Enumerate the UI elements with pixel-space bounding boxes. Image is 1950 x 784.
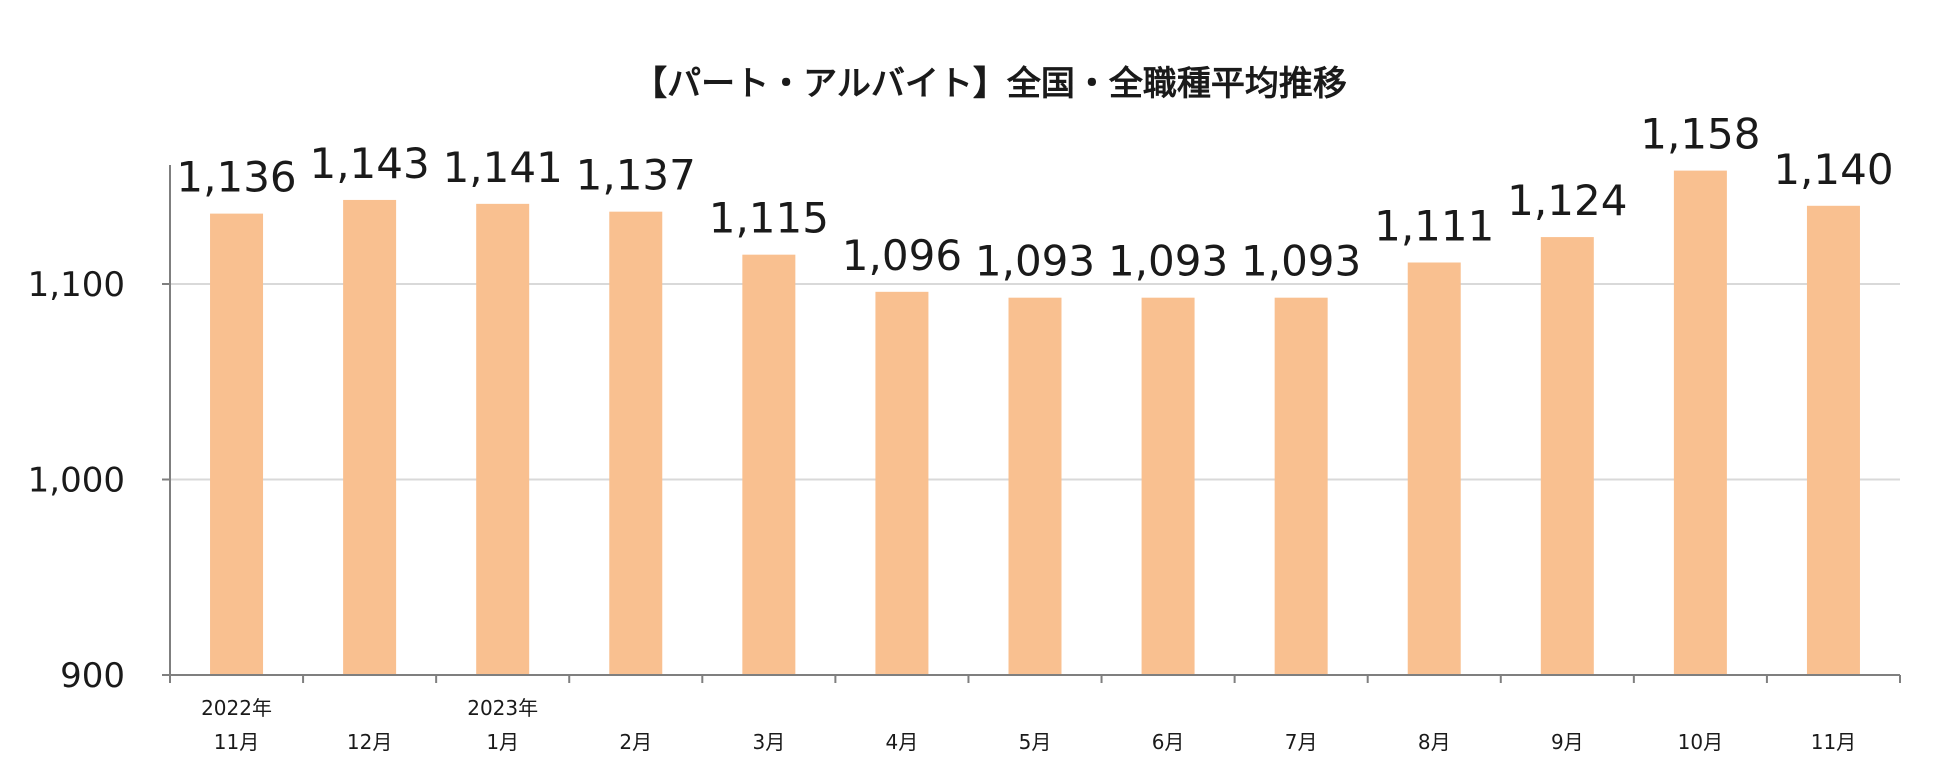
x-tick-label: 3月 xyxy=(752,730,785,754)
x-tick-label: 7月 xyxy=(1285,730,1318,754)
data-label: 1,093 xyxy=(1108,237,1228,286)
axes xyxy=(162,165,1901,683)
x-tick-label: 11月 xyxy=(214,730,259,754)
bar xyxy=(210,213,264,675)
bar xyxy=(1673,170,1727,676)
x-year-label: 2022年 xyxy=(201,696,272,720)
bar xyxy=(476,203,530,675)
bar xyxy=(1274,297,1328,675)
data-label: 1,143 xyxy=(309,139,429,188)
bar xyxy=(1806,205,1860,676)
data-label: 1,093 xyxy=(975,237,1095,286)
data-label: 1,093 xyxy=(1241,237,1361,286)
y-tick-labels: 900 1,000 1,100 xyxy=(28,265,125,696)
data-labels: 1,136 1,143 1,141 1,137 1,115 1,096 1,093 1,093… xyxy=(176,110,1893,286)
data-label: 1,136 xyxy=(176,153,296,202)
x-tick-labels: 2022年 11月 12月 2023年 1月 2月 3月 4月 5月 6月 7月 8月 9月 10月 11月 xyxy=(201,696,1856,754)
y-tick-label: 1,000 xyxy=(28,461,125,501)
data-label: 1,124 xyxy=(1507,176,1627,225)
x-tick-label: 11月 xyxy=(1811,730,1856,754)
y-tick-label: 1,100 xyxy=(28,265,125,305)
x-tick-label: 4月 xyxy=(886,730,919,754)
x-tick-label: 1月 xyxy=(486,730,519,754)
bar xyxy=(742,254,796,676)
x-tick-label: 5月 xyxy=(1019,730,1052,754)
bar xyxy=(1141,297,1195,675)
bar xyxy=(1540,237,1594,675)
chart-title: 【パート・アルバイト】全国・全職種平均推移 xyxy=(633,64,1347,104)
data-label: 1,115 xyxy=(709,194,829,243)
data-label: 1,141 xyxy=(443,143,563,192)
data-label: 1,096 xyxy=(842,231,962,280)
bar xyxy=(1407,262,1461,675)
x-year-label: 2023年 xyxy=(467,696,538,720)
bars xyxy=(210,170,1860,676)
x-tick-label: 12月 xyxy=(347,730,392,754)
x-tick-label: 6月 xyxy=(1152,730,1185,754)
x-tick-label: 2月 xyxy=(619,730,652,754)
data-label: 1,158 xyxy=(1640,110,1760,159)
data-label: 1,137 xyxy=(576,151,696,200)
y-tick-label: 900 xyxy=(60,656,125,696)
bar xyxy=(609,211,663,676)
bar xyxy=(1008,297,1062,675)
x-tick-label: 9月 xyxy=(1551,730,1584,754)
bar xyxy=(875,291,929,675)
data-label: 1,111 xyxy=(1374,201,1494,250)
bar xyxy=(343,199,397,675)
x-tick-label: 10月 xyxy=(1678,730,1723,754)
data-label: 1,140 xyxy=(1773,145,1893,194)
x-tick-label: 8月 xyxy=(1418,730,1451,754)
